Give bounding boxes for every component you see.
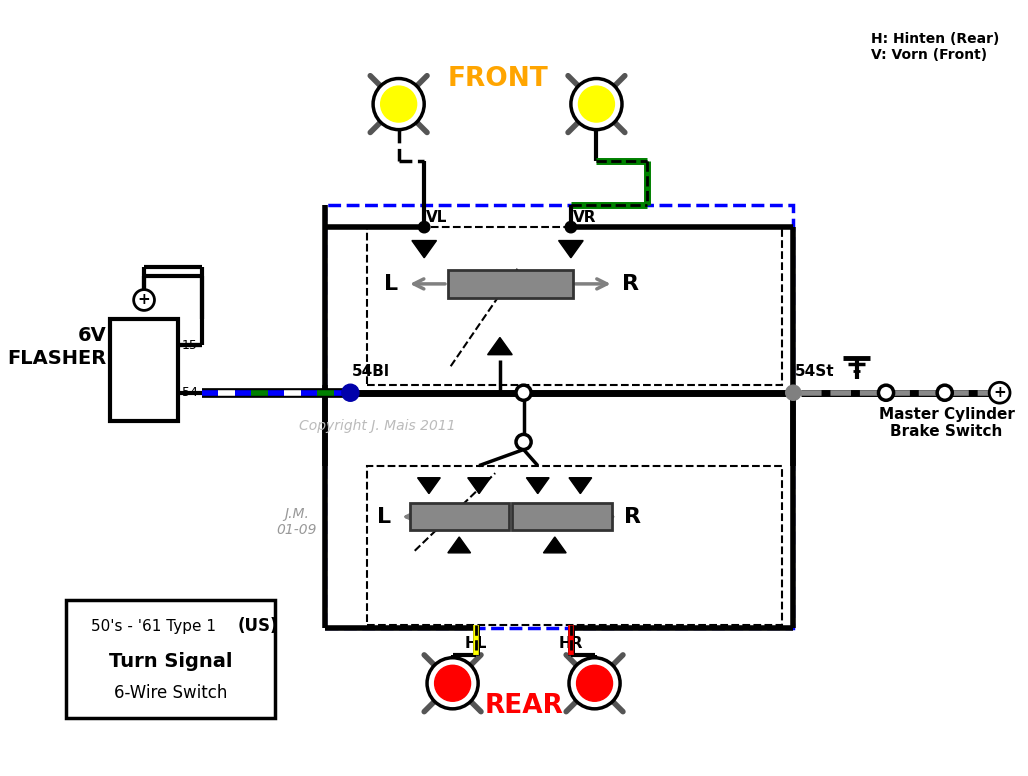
Circle shape	[568, 658, 620, 708]
Bar	[67, 600, 274, 719]
Text: +: +	[993, 385, 1006, 400]
Polygon shape	[487, 338, 512, 355]
Circle shape	[565, 221, 577, 233]
Text: VR: VR	[573, 210, 596, 225]
Text: HR: HR	[558, 636, 583, 651]
Text: 6V: 6V	[77, 327, 106, 345]
Bar	[367, 466, 782, 625]
Text: R: R	[624, 507, 640, 527]
Bar	[512, 504, 612, 530]
Text: 6-Wire Switch: 6-Wire Switch	[114, 684, 227, 702]
Bar	[325, 206, 794, 629]
Polygon shape	[544, 537, 566, 553]
Text: Turn Signal: Turn Signal	[109, 652, 232, 671]
Polygon shape	[568, 478, 592, 494]
Circle shape	[571, 78, 622, 130]
Bar	[367, 227, 782, 385]
Circle shape	[380, 86, 416, 122]
Circle shape	[579, 86, 615, 122]
Text: 54: 54	[182, 386, 197, 399]
Circle shape	[427, 658, 478, 708]
Circle shape	[516, 435, 531, 449]
Circle shape	[989, 383, 1011, 404]
Text: 15: 15	[182, 339, 197, 352]
Text: L: L	[384, 274, 398, 294]
Bar	[448, 270, 573, 298]
Circle shape	[516, 385, 531, 400]
Text: 54St: 54St	[796, 365, 835, 379]
Polygon shape	[558, 241, 583, 258]
Text: J.M.
01-09: J.M. 01-09	[277, 508, 317, 538]
Circle shape	[879, 385, 893, 400]
Text: H: Hinten (Rear)
V: Vorn (Front): H: Hinten (Rear) V: Vorn (Front)	[871, 32, 999, 62]
Circle shape	[938, 385, 952, 400]
Text: HL: HL	[465, 636, 487, 651]
Circle shape	[785, 385, 801, 400]
Circle shape	[418, 221, 430, 233]
Text: FLASHER: FLASHER	[7, 349, 106, 368]
Text: Copyright J. Mais 2011: Copyright J. Mais 2011	[298, 419, 455, 433]
Polygon shape	[448, 537, 471, 553]
Circle shape	[435, 665, 471, 702]
Polygon shape	[417, 478, 440, 494]
Polygon shape	[468, 478, 490, 494]
Bar	[410, 504, 509, 530]
Text: L: L	[377, 507, 392, 527]
Text: Master Cylinder
Brake Switch: Master Cylinder Brake Switch	[879, 407, 1015, 439]
Text: FRONT: FRONT	[447, 67, 548, 92]
Text: VL: VL	[426, 210, 447, 225]
Circle shape	[342, 384, 359, 401]
Text: (US): (US)	[237, 618, 278, 636]
Text: R: R	[622, 274, 639, 294]
Circle shape	[577, 665, 613, 702]
Circle shape	[134, 289, 154, 310]
Polygon shape	[412, 241, 437, 258]
Text: 54Bl: 54Bl	[353, 365, 391, 379]
Bar	[110, 319, 178, 421]
Polygon shape	[526, 478, 549, 494]
Text: REAR: REAR	[484, 693, 563, 719]
Text: 50's - '61 Type 1: 50's - '61 Type 1	[91, 619, 221, 634]
Circle shape	[373, 78, 425, 130]
Text: +: +	[138, 293, 150, 307]
